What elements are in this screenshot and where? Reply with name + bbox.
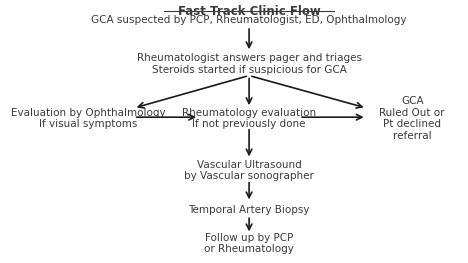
Text: GCA suspected by PCP, Rheumatologist, ED, Ophthalmology: GCA suspected by PCP, Rheumatologist, ED…: [91, 15, 407, 25]
Text: Evaluation by Ophthalmology
If visual symptoms: Evaluation by Ophthalmology If visual sy…: [11, 108, 165, 129]
Text: Temporal Artery Biopsy: Temporal Artery Biopsy: [188, 205, 310, 215]
Text: GCA
Ruled Out or
Pt declined
referral: GCA Ruled Out or Pt declined referral: [380, 96, 445, 141]
Text: Fast Track Clinic Flow: Fast Track Clinic Flow: [178, 5, 321, 18]
Text: Rheumatologist answers pager and triages
Steroids started if suspicious for GCA: Rheumatologist answers pager and triages…: [137, 53, 362, 75]
Text: Rheumatology evaluation
If not previously done: Rheumatology evaluation If not previousl…: [182, 108, 316, 129]
Text: Follow up by PCP
or Rheumatology: Follow up by PCP or Rheumatology: [204, 232, 294, 254]
Text: Vascular Ultrasound
by Vascular sonographer: Vascular Ultrasound by Vascular sonograp…: [184, 160, 314, 181]
